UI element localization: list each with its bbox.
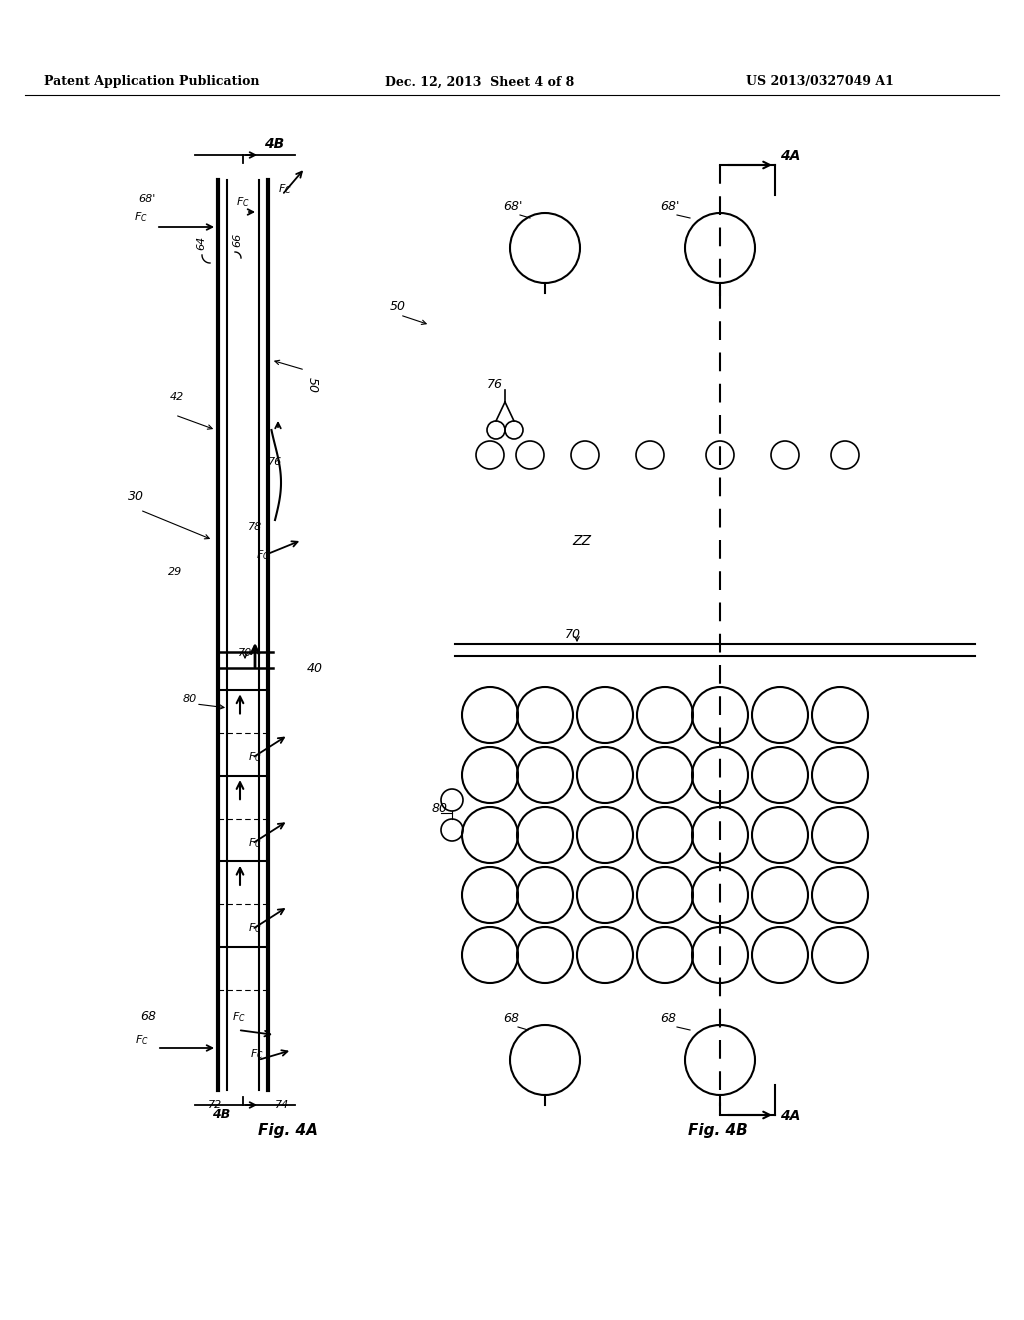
Text: 78: 78	[248, 521, 262, 532]
Text: $F_C$: $F_C$	[248, 750, 262, 764]
Text: 68': 68'	[660, 201, 679, 213]
Bar	[218, 652, 273, 668]
Text: $F_C$: $F_C$	[236, 195, 250, 209]
Text: 76: 76	[268, 457, 283, 467]
Text: $F_C$: $F_C$	[134, 210, 147, 224]
Text: 74: 74	[275, 1100, 289, 1110]
Text: 64: 64	[196, 236, 206, 249]
Text: 68: 68	[503, 1012, 519, 1026]
Text: $F_C$: $F_C$	[248, 921, 262, 936]
Text: US 2013/0327049 A1: US 2013/0327049 A1	[746, 75, 894, 88]
Text: 4B: 4B	[212, 1107, 230, 1121]
Text: 42: 42	[170, 392, 184, 403]
Text: $F_C$: $F_C$	[232, 1010, 246, 1024]
Text: 70: 70	[565, 628, 581, 642]
Text: 70: 70	[238, 648, 252, 657]
Text: Dec. 12, 2013  Sheet 4 of 8: Dec. 12, 2013 Sheet 4 of 8	[385, 75, 574, 88]
Text: Fig. 4B: Fig. 4B	[688, 1123, 748, 1138]
Text: 68: 68	[140, 1010, 156, 1023]
Text: 80: 80	[432, 803, 449, 814]
Text: 4A: 4A	[780, 149, 801, 162]
Text: 66: 66	[232, 232, 242, 247]
Text: 40: 40	[307, 663, 323, 675]
Text: 4A: 4A	[780, 1109, 801, 1123]
Text: Patent Application Publication: Patent Application Publication	[44, 75, 260, 88]
Text: ZZ: ZZ	[572, 535, 591, 548]
Text: $F_C$: $F_C$	[278, 182, 292, 195]
Text: $F_C$: $F_C$	[248, 836, 262, 850]
Text: $F_C$: $F_C$	[250, 1047, 264, 1061]
Text: 68': 68'	[138, 194, 156, 205]
Text: $F_C$: $F_C$	[135, 1034, 148, 1047]
Text: $F_C$: $F_C$	[256, 548, 269, 562]
Text: 50: 50	[390, 300, 406, 313]
Text: 4B: 4B	[264, 137, 285, 150]
Text: 50: 50	[306, 378, 319, 393]
Text: 72: 72	[208, 1100, 222, 1110]
Text: Fig. 4A: Fig. 4A	[258, 1123, 317, 1138]
Text: 29: 29	[168, 568, 182, 577]
Text: 76: 76	[487, 378, 503, 391]
Text: 68: 68	[660, 1012, 676, 1026]
Text: 80: 80	[183, 694, 198, 704]
Text: 30: 30	[128, 490, 144, 503]
Text: 68': 68'	[503, 201, 522, 213]
